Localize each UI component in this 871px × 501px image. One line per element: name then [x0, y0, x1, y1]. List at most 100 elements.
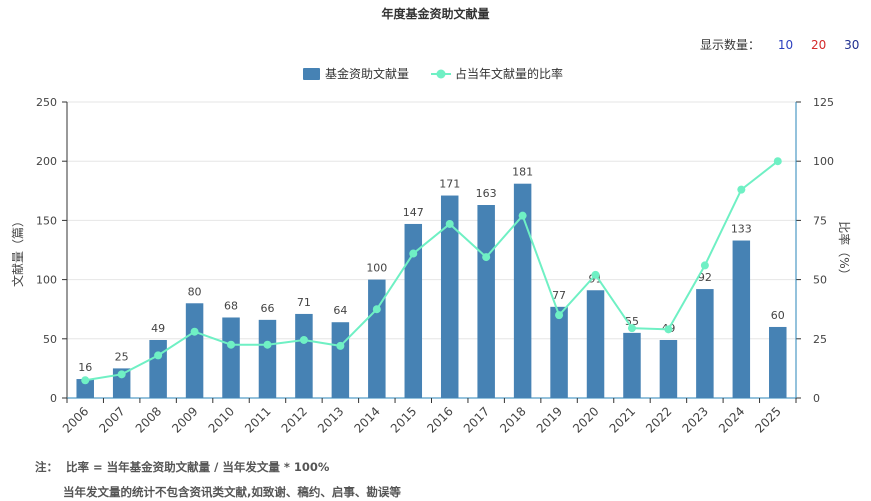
ratio-point[interactable] — [445, 219, 454, 228]
x-tick-label: 2021 — [607, 404, 638, 435]
bar[interactable] — [76, 379, 94, 398]
bar[interactable] — [513, 183, 532, 398]
x-tick-label: 2023 — [679, 404, 710, 435]
y-tick-label: 100 — [36, 274, 57, 287]
y-axis-label: 文献量（篇） — [10, 215, 25, 287]
x-tick-label: 2022 — [643, 404, 674, 435]
y2-tick-label: 25 — [813, 333, 827, 346]
display-count-option-10[interactable]: 10 — [777, 38, 794, 52]
grid — [67, 101, 796, 340]
x-tick-label: 2015 — [388, 404, 419, 435]
x-tick-label: 2018 — [497, 404, 528, 435]
ratio-point[interactable] — [372, 305, 381, 314]
ratio-point[interactable] — [81, 376, 90, 385]
legend: 基金资助文献量 占当年文献量的比率 — [303, 66, 563, 81]
display-count-option-30[interactable]: 30 — [844, 38, 860, 52]
ratio-point[interactable] — [409, 249, 418, 258]
legend-bar-swatch[interactable] — [303, 68, 320, 80]
bar-value-label: 163 — [476, 187, 497, 200]
x-tick-label: 2016 — [424, 404, 455, 435]
notes-label: 注： — [35, 460, 58, 474]
ratio-point[interactable] — [117, 370, 126, 379]
y2-tick-label: 50 — [813, 274, 827, 287]
x-tick-label: 2012 — [279, 404, 310, 435]
ratio-point[interactable] — [190, 327, 199, 336]
bar[interactable] — [586, 290, 605, 398]
bar[interactable] — [222, 317, 240, 398]
ratio-point[interactable] — [154, 351, 163, 360]
ratio-point[interactable] — [482, 253, 491, 262]
bar[interactable] — [331, 322, 350, 398]
ratio-point[interactable] — [700, 261, 709, 270]
bar[interactable] — [404, 223, 423, 398]
display-count-option-20[interactable]: 20 — [810, 38, 827, 52]
bar-value-label: 25 — [115, 350, 129, 363]
x-tick-label: 2008 — [133, 404, 164, 435]
x-tick-label: 2019 — [534, 404, 565, 435]
chart-canvas: 基金资助文献量 占当年文献量的比率 0 50 100 150 200 250 0 25 50 75… — [10, 66, 852, 436]
bar[interactable] — [477, 205, 495, 398]
legend-line-label[interactable]: 占当年文献量的比率 — [455, 66, 563, 81]
bar[interactable] — [659, 339, 678, 398]
bar-value-label: 171 — [439, 178, 460, 191]
bar-value-label: 147 — [403, 206, 424, 219]
bars — [76, 183, 787, 398]
x-tick-label: 2017 — [461, 404, 492, 435]
y-tick-label: 200 — [36, 155, 57, 168]
y2-tick-label: 75 — [813, 214, 827, 227]
bar[interactable] — [440, 195, 459, 398]
legend-line-marker[interactable] — [436, 69, 446, 79]
ratio-point[interactable] — [737, 185, 746, 194]
bar[interactable] — [258, 319, 277, 398]
ratio-point[interactable] — [227, 340, 236, 349]
ratio-point[interactable] — [627, 324, 636, 333]
ratio-point[interactable] — [263, 340, 272, 349]
ratio-point[interactable] — [518, 211, 527, 220]
y-tick-label: 150 — [36, 214, 57, 227]
bar-value-label: 68 — [224, 299, 238, 312]
bar[interactable] — [295, 313, 313, 398]
ratio-line-path — [85, 160, 779, 382]
bar-value-label: 49 — [151, 322, 165, 335]
bar[interactable] — [696, 289, 714, 398]
bar[interactable] — [550, 306, 568, 398]
bar-value-label: 16 — [78, 361, 92, 374]
ratio-point[interactable] — [773, 157, 782, 166]
x-tick-label: 2006 — [60, 404, 91, 435]
bar[interactable] — [368, 279, 386, 398]
chart-title: 年度基金资助文献量 — [381, 7, 490, 21]
ratio-point[interactable] — [555, 311, 564, 320]
y2-tick-label: 100 — [813, 155, 834, 168]
y-tick-label: 0 — [50, 392, 57, 405]
bar-value-label: 66 — [260, 302, 274, 315]
x-tick-label: 2007 — [96, 404, 127, 435]
x-tick-label: 2009 — [169, 404, 200, 435]
bar-value-label: 80 — [188, 285, 202, 298]
y-tick-label: 250 — [36, 96, 57, 109]
legend-bar-label[interactable]: 基金资助文献量 — [325, 66, 409, 81]
bar[interactable] — [732, 240, 751, 398]
y2-tick-label: 125 — [813, 96, 834, 109]
x-tick-label: 2011 — [242, 404, 273, 435]
y2-axis-label: 比率（%） — [837, 221, 852, 280]
x-tick-label: 2024 — [716, 404, 747, 435]
ratio-point[interactable] — [664, 325, 673, 334]
display-count-label: 显示数量： — [700, 38, 761, 52]
ratio-point[interactable] — [336, 341, 345, 350]
bar[interactable] — [149, 339, 167, 398]
x-tick-label: 2020 — [570, 404, 601, 435]
bar[interactable] — [769, 326, 787, 398]
x-tick-label: 2010 — [206, 404, 237, 435]
y-tick-label: 50 — [43, 333, 57, 346]
ratio-point[interactable] — [299, 335, 308, 344]
bar-value-label: 71 — [297, 296, 311, 309]
bar[interactable] — [623, 332, 641, 398]
bar-value-label: 181 — [512, 166, 533, 179]
bar-value-label: 92 — [698, 271, 712, 284]
bar-value-label: 77 — [552, 289, 566, 302]
ratio-point[interactable] — [591, 270, 600, 279]
bar[interactable] — [185, 303, 204, 398]
x-tick-label: 2014 — [351, 404, 382, 435]
notes-line1: 比率 = 当年基金资助文献量 / 当年发文量 * 100% — [66, 460, 330, 474]
x-tick-label: 2025 — [752, 404, 783, 435]
